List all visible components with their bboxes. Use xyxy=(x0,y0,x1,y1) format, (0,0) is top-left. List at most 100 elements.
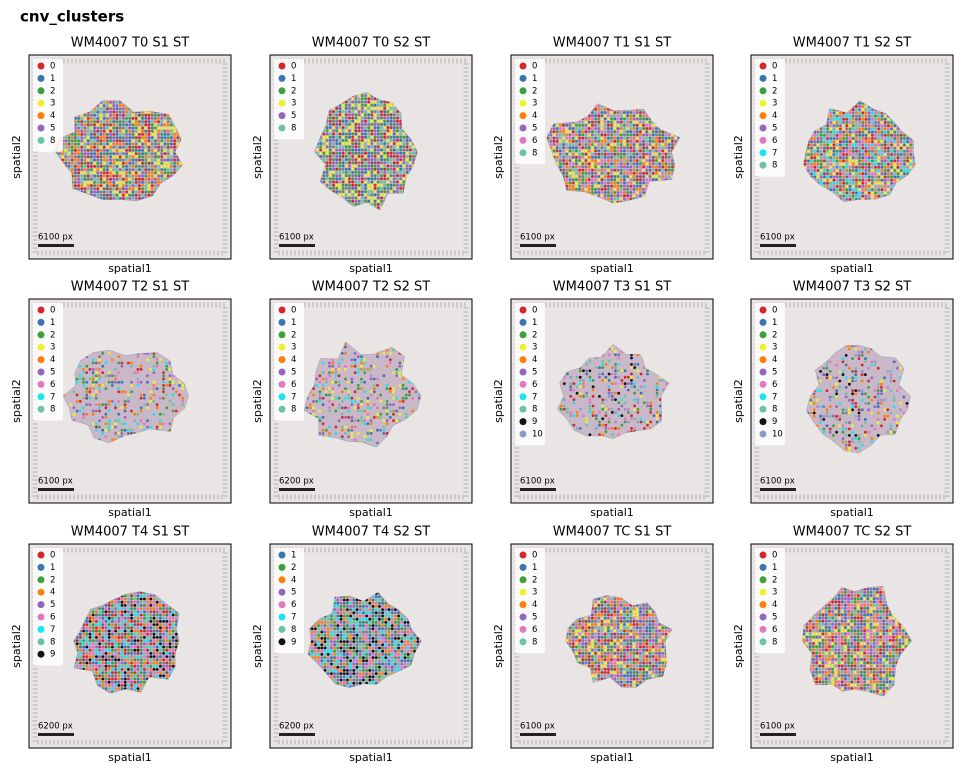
spot xyxy=(370,177,374,181)
spot xyxy=(357,183,361,187)
spot xyxy=(138,126,141,130)
spot xyxy=(157,171,161,175)
spot xyxy=(392,151,396,155)
spot xyxy=(575,149,578,153)
spot xyxy=(77,187,80,191)
spot xyxy=(648,146,652,150)
spot xyxy=(648,152,652,156)
spot xyxy=(555,139,559,143)
spot xyxy=(360,119,364,123)
spot xyxy=(587,127,591,130)
spot xyxy=(613,133,617,137)
spot xyxy=(603,168,607,172)
spot xyxy=(112,101,116,104)
spot xyxy=(147,155,151,159)
spot xyxy=(629,146,633,150)
spot xyxy=(655,168,658,172)
spot xyxy=(115,113,119,117)
spot xyxy=(109,187,112,191)
spot xyxy=(335,180,339,184)
spot xyxy=(651,130,655,134)
spot xyxy=(386,103,390,107)
spot xyxy=(591,133,594,137)
spot xyxy=(373,107,377,110)
spot xyxy=(575,152,578,156)
spot xyxy=(645,162,649,166)
spot xyxy=(138,120,141,123)
spot xyxy=(645,146,649,150)
spot xyxy=(150,174,154,178)
spot xyxy=(370,203,374,206)
spot xyxy=(118,120,122,123)
spot xyxy=(357,199,361,203)
spot xyxy=(360,190,364,194)
spot xyxy=(373,148,377,152)
spot xyxy=(138,149,141,152)
legend-marker xyxy=(37,99,45,107)
spot xyxy=(396,161,399,165)
spot xyxy=(664,136,668,140)
spot xyxy=(623,130,626,134)
spot xyxy=(632,136,636,140)
spot xyxy=(575,139,578,143)
spot xyxy=(389,171,393,174)
spot xyxy=(77,117,80,120)
spot xyxy=(613,168,617,172)
spot xyxy=(568,123,572,127)
spot xyxy=(632,117,636,121)
spot xyxy=(344,183,348,187)
spot xyxy=(648,165,652,169)
spot xyxy=(338,171,342,174)
spot xyxy=(109,145,112,149)
spot xyxy=(77,165,80,168)
spot xyxy=(322,155,326,158)
spot xyxy=(591,168,594,172)
spot xyxy=(610,155,613,159)
spot xyxy=(154,129,157,133)
spot xyxy=(412,155,415,158)
spot xyxy=(639,143,642,146)
spot xyxy=(166,145,170,149)
spot xyxy=(90,136,93,140)
spot xyxy=(125,110,128,114)
spot xyxy=(332,142,335,146)
spot xyxy=(405,171,409,174)
spot xyxy=(322,148,326,152)
spot xyxy=(632,133,636,137)
spot xyxy=(360,145,364,149)
spot xyxy=(632,171,636,175)
spot xyxy=(562,152,565,156)
spot xyxy=(115,107,119,111)
spot xyxy=(173,161,177,165)
spot xyxy=(664,159,668,162)
spot xyxy=(170,123,173,127)
spot xyxy=(112,133,116,136)
spot xyxy=(163,174,167,178)
spot xyxy=(354,135,358,139)
spot xyxy=(632,130,636,134)
spot xyxy=(568,165,572,169)
spot xyxy=(565,133,569,137)
spot xyxy=(322,145,326,149)
spot xyxy=(584,120,588,124)
spot xyxy=(642,111,645,114)
spot xyxy=(150,123,154,127)
spot xyxy=(357,103,361,107)
spot xyxy=(341,164,345,168)
spot xyxy=(562,149,565,153)
spot xyxy=(600,117,604,121)
spot xyxy=(399,155,403,158)
spot xyxy=(597,123,601,127)
spot xyxy=(642,139,645,143)
spot xyxy=(115,165,119,168)
spot xyxy=(125,193,128,197)
spot xyxy=(603,123,607,127)
spot xyxy=(351,164,355,168)
spot xyxy=(619,162,623,166)
spot xyxy=(170,165,173,168)
spot xyxy=(594,107,597,111)
spot xyxy=(335,113,339,117)
spot xyxy=(635,175,639,178)
spot xyxy=(125,187,128,191)
spot xyxy=(325,139,329,142)
